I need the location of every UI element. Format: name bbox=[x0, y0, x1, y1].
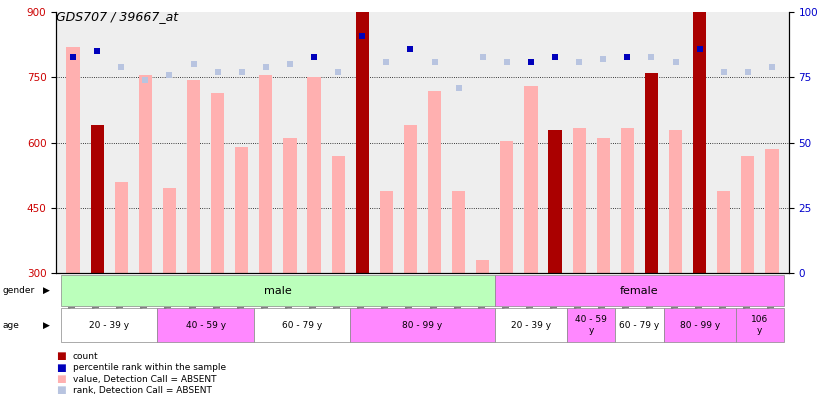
Text: ■: ■ bbox=[56, 374, 66, 384]
Bar bbox=[307, 77, 320, 273]
Text: ▶: ▶ bbox=[43, 286, 50, 295]
Bar bbox=[525, 86, 538, 273]
Bar bbox=[428, 91, 441, 273]
Bar bbox=[254, 308, 350, 342]
Text: value, Detection Call = ABSENT: value, Detection Call = ABSENT bbox=[73, 375, 216, 384]
Text: female: female bbox=[620, 286, 658, 296]
Bar bbox=[669, 130, 682, 273]
Text: age: age bbox=[2, 320, 19, 330]
Bar bbox=[452, 191, 465, 273]
Bar bbox=[476, 260, 489, 273]
Bar bbox=[61, 308, 158, 342]
Bar bbox=[115, 182, 128, 273]
Bar bbox=[331, 156, 344, 273]
Text: rank, Detection Call = ABSENT: rank, Detection Call = ABSENT bbox=[73, 386, 211, 395]
Bar bbox=[356, 12, 369, 273]
Text: percentile rank within the sample: percentile rank within the sample bbox=[73, 363, 225, 372]
Bar bbox=[139, 75, 152, 273]
Bar bbox=[615, 308, 663, 342]
Text: 40 - 59 y: 40 - 59 y bbox=[186, 320, 225, 330]
Text: count: count bbox=[73, 352, 98, 361]
Bar bbox=[380, 191, 393, 273]
Bar bbox=[717, 191, 730, 273]
Bar bbox=[567, 308, 615, 342]
Bar bbox=[495, 275, 784, 306]
Text: GDS707 / 39667_at: GDS707 / 39667_at bbox=[56, 10, 178, 23]
Bar bbox=[572, 128, 586, 273]
Text: 20 - 39 y: 20 - 39 y bbox=[511, 320, 551, 330]
Bar bbox=[596, 139, 610, 273]
Text: 60 - 79 y: 60 - 79 y bbox=[282, 320, 322, 330]
Text: ■: ■ bbox=[56, 363, 66, 373]
Bar bbox=[163, 188, 176, 273]
Bar bbox=[235, 147, 249, 273]
Bar bbox=[283, 139, 297, 273]
Bar bbox=[259, 75, 273, 273]
Bar bbox=[501, 141, 514, 273]
Bar bbox=[211, 93, 225, 273]
Text: 40 - 59
y: 40 - 59 y bbox=[575, 315, 607, 335]
Text: ■: ■ bbox=[56, 352, 66, 361]
Text: ■: ■ bbox=[56, 386, 66, 395]
Bar bbox=[495, 308, 567, 342]
Bar bbox=[548, 130, 562, 273]
Bar bbox=[91, 126, 104, 273]
Bar bbox=[187, 80, 200, 273]
Text: male: male bbox=[264, 286, 292, 296]
Bar bbox=[736, 308, 784, 342]
Text: gender: gender bbox=[2, 286, 35, 295]
Bar bbox=[766, 149, 779, 273]
Bar bbox=[350, 308, 495, 342]
Bar bbox=[61, 275, 495, 306]
Bar bbox=[663, 308, 736, 342]
Text: 80 - 99 y: 80 - 99 y bbox=[680, 320, 719, 330]
Bar bbox=[404, 126, 417, 273]
Text: ▶: ▶ bbox=[43, 320, 50, 330]
Bar bbox=[741, 156, 754, 273]
Text: 80 - 99 y: 80 - 99 y bbox=[402, 320, 443, 330]
Text: 106
y: 106 y bbox=[752, 315, 768, 335]
Bar bbox=[693, 12, 706, 273]
Bar bbox=[645, 73, 658, 273]
Bar bbox=[66, 47, 79, 273]
Text: 20 - 39 y: 20 - 39 y bbox=[89, 320, 129, 330]
Bar bbox=[158, 308, 254, 342]
Text: 60 - 79 y: 60 - 79 y bbox=[620, 320, 659, 330]
Bar bbox=[620, 128, 634, 273]
